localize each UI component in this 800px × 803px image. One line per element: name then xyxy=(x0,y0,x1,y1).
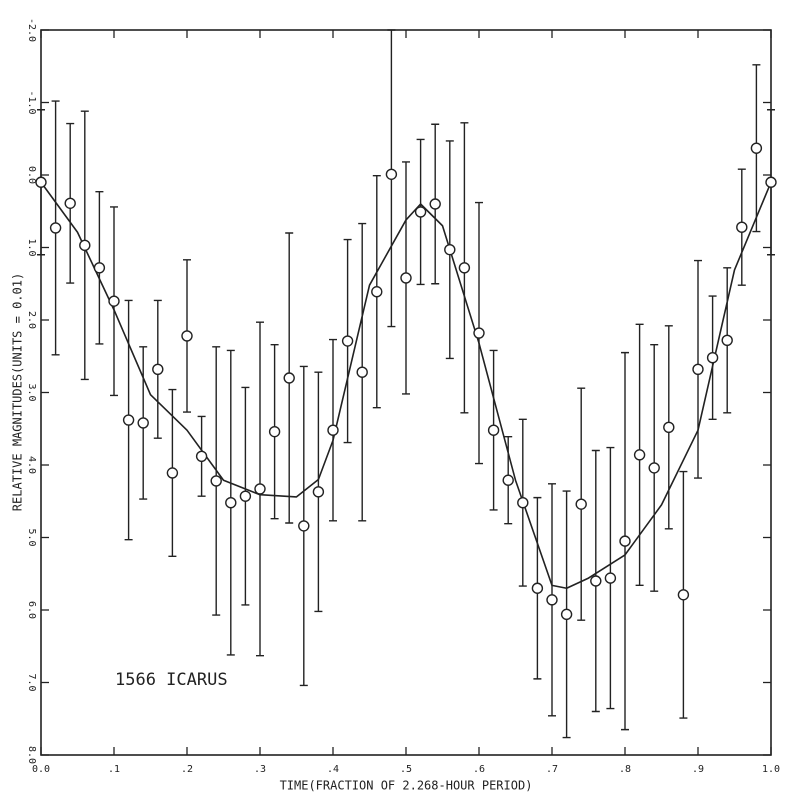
data-point xyxy=(268,425,281,438)
x-tick-label: .5 xyxy=(400,764,412,775)
data-point xyxy=(546,594,558,606)
data-point xyxy=(663,421,675,433)
annotation: 1566 ICARUS xyxy=(115,670,228,690)
x-tick-label: .2 xyxy=(181,764,193,775)
data-point xyxy=(79,239,91,252)
x-tick-label: .1 xyxy=(108,764,120,775)
x-tick-label: .6 xyxy=(473,764,485,775)
data-point xyxy=(502,474,514,486)
data-point xyxy=(49,222,62,234)
data-point xyxy=(195,450,208,462)
x-tick-label: .7 xyxy=(546,764,558,775)
data-point xyxy=(210,475,222,487)
data-point xyxy=(619,535,631,547)
data-point xyxy=(312,486,325,498)
data-point xyxy=(706,352,719,364)
y-tick-label: 8.0 xyxy=(26,746,37,764)
data-point xyxy=(385,168,398,180)
data-point xyxy=(721,334,733,346)
data-point xyxy=(487,424,500,436)
data-point xyxy=(677,589,690,601)
data-point xyxy=(181,330,193,342)
data-point xyxy=(604,572,617,584)
data-point xyxy=(517,497,529,509)
data-point xyxy=(458,262,471,274)
data-point xyxy=(371,286,383,298)
data-point xyxy=(122,414,135,426)
data-point xyxy=(239,490,252,502)
data-point xyxy=(93,262,106,274)
data-point xyxy=(473,327,485,339)
data-point xyxy=(225,497,237,509)
data-point xyxy=(648,462,660,474)
data-point xyxy=(166,467,179,479)
data-point xyxy=(560,608,573,621)
data-point xyxy=(152,363,164,375)
y-tick-label: 2.0 xyxy=(26,311,37,329)
y-tick-label: 3.0 xyxy=(26,383,37,401)
data-point xyxy=(400,272,412,284)
data-point xyxy=(633,449,646,461)
y-tick-label: 6.0 xyxy=(26,601,37,619)
y-tick-label: -2.0 xyxy=(26,18,37,42)
fit-curve xyxy=(40,181,772,590)
y-axis-label: RELATIVE MAGNITUDES(UNITS = 0.01) xyxy=(11,273,25,511)
data-point xyxy=(356,366,368,378)
data-point xyxy=(531,582,544,594)
data-point xyxy=(254,483,266,495)
x-tick-label: .9 xyxy=(692,764,704,775)
data-point xyxy=(692,363,704,375)
data-point xyxy=(137,417,149,429)
x-tick-label: 0.0 xyxy=(32,764,50,775)
y-tick-label: 5.0 xyxy=(26,528,37,546)
data-point xyxy=(444,243,456,256)
data-point xyxy=(429,198,441,210)
x-tick-label: .4 xyxy=(327,764,339,775)
data-point xyxy=(590,575,602,587)
data-point xyxy=(575,498,587,510)
data-point xyxy=(341,335,354,347)
x-tick-label: .3 xyxy=(254,764,266,775)
data-point xyxy=(35,176,47,188)
x-tick-label: 1.0 xyxy=(762,764,780,775)
y-tick-label: -1.0 xyxy=(26,90,37,114)
data-point xyxy=(327,424,339,436)
x-axis-label: TIME(FRACTION OF 2.268-HOUR PERIOD) xyxy=(280,779,533,793)
y-tick-label: 7.0 xyxy=(26,673,37,691)
y-tick-label: 0.0 xyxy=(26,166,37,184)
data-point xyxy=(750,142,763,154)
x-tick-label: .8 xyxy=(619,764,631,775)
data-point xyxy=(64,197,76,209)
data-point xyxy=(298,520,310,532)
y-tick-label: 1.0 xyxy=(26,238,37,256)
data-point xyxy=(283,372,295,384)
data-point xyxy=(414,206,427,218)
data-point xyxy=(108,295,120,307)
data-point xyxy=(736,221,748,233)
data-point xyxy=(765,176,777,188)
y-tick-label: 4.0 xyxy=(26,456,37,474)
